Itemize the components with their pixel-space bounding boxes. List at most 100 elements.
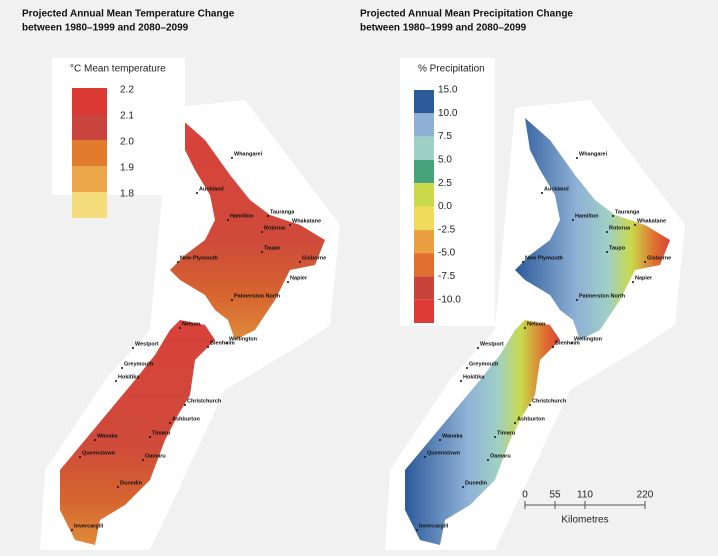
town-dot [571, 342, 573, 344]
town-label: Christchurch [532, 398, 567, 404]
town-dot [487, 459, 489, 461]
town-label: Wellington [229, 336, 258, 342]
town-dot [572, 219, 574, 221]
town-dot [169, 422, 171, 424]
legend-label: 0.0 [438, 201, 452, 212]
town-dot [477, 347, 479, 349]
scale-unit: Kilometres [561, 515, 608, 526]
town-dot [94, 439, 96, 441]
town-label: Westport [480, 341, 504, 347]
town-dot [196, 192, 198, 194]
town-dot [115, 380, 117, 382]
town-dot [552, 346, 554, 348]
legend-swatch [72, 114, 107, 140]
town-dot [576, 157, 578, 159]
town-label: Wellington [574, 336, 603, 342]
town-label: Christchurch [187, 398, 222, 404]
town-dot [634, 224, 636, 226]
town-label: Tauranga [270, 209, 295, 215]
town-dot [261, 251, 263, 253]
town-label: Hamilton [230, 213, 254, 219]
town-label: Blenheim [555, 340, 580, 346]
legend-label: 1.8 [120, 189, 134, 200]
legend-swatch [72, 192, 107, 218]
town-label: Blenheim [210, 340, 235, 346]
town-label: Wanaka [442, 433, 464, 439]
town-dot [514, 422, 516, 424]
legend-swatch [414, 253, 434, 277]
town-label: Oamaru [490, 453, 511, 459]
south-island [60, 320, 215, 545]
map-title: between 1980–1999 and 2080–2099 [22, 23, 189, 34]
legend-label: -2.5 [438, 224, 456, 235]
town-label: Westport [135, 341, 159, 347]
legend-swatch [72, 166, 107, 192]
town-dot [287, 281, 289, 283]
town-label: Rotorua [264, 225, 286, 231]
legend-swatch [414, 136, 434, 160]
town-dot [184, 404, 186, 406]
town-dot [71, 529, 73, 531]
town-label: Taupo [609, 245, 626, 251]
town-dot [289, 224, 291, 226]
legend-label: 15.0 [438, 85, 458, 96]
town-label: Oamaru [145, 453, 166, 459]
legend-swatch [72, 88, 107, 114]
scale-label: 220 [637, 490, 654, 501]
town-label: Invercargill [74, 523, 104, 529]
town-dot [416, 529, 418, 531]
town-label: Greymouth [124, 361, 154, 367]
town-dot [179, 327, 181, 329]
town-label: Wanaka [97, 433, 119, 439]
town-dot [522, 261, 524, 263]
town-label: Invercargill [419, 523, 449, 529]
town-dot [261, 231, 263, 233]
legend-label: 2.5 [438, 178, 452, 189]
town-dot [121, 367, 123, 369]
scale-label: 110 [577, 490, 593, 501]
town-label: Ashburton [517, 416, 545, 422]
town-dot [529, 404, 531, 406]
town-dot [149, 436, 151, 438]
town-dot [424, 456, 426, 458]
town-label: Tauranga [615, 209, 640, 215]
legend-box [52, 58, 185, 195]
town-dot [267, 215, 269, 217]
town-dot [227, 219, 229, 221]
south-island [405, 320, 560, 545]
town-label: Greymouth [469, 361, 499, 367]
north-island [515, 118, 670, 340]
legend-swatch [72, 140, 107, 166]
town-label: Whangarei [234, 151, 263, 157]
town-dot [466, 367, 468, 369]
town-dot [177, 261, 179, 263]
town-label: Whakatane [292, 218, 321, 224]
town-dot [632, 281, 634, 283]
town-dot [494, 436, 496, 438]
town-label: Timaru [152, 430, 170, 436]
town-dot [207, 346, 209, 348]
town-label: Timaru [497, 430, 515, 436]
map-temperature: Projected Annual Mean Temperature Change… [22, 9, 340, 550]
town-label: Dunedin [120, 480, 143, 486]
town-dot [132, 347, 134, 349]
town-label: Rotorua [609, 225, 631, 231]
town-dot [117, 486, 119, 488]
map-title: between 1980–1999 and 2080–2099 [360, 23, 527, 34]
town-label: Auckland [544, 186, 569, 192]
town-dot [231, 157, 233, 159]
legend-swatch [414, 90, 434, 114]
town-label: New Plymouth [525, 255, 564, 261]
town-label: Hokitika [463, 374, 485, 380]
legend-label: 2.0 [120, 137, 134, 148]
legend-swatch [414, 183, 434, 207]
legend-swatch [414, 299, 434, 323]
town-label: Gisborne [302, 255, 326, 261]
map-title: Projected Annual Mean Precipitation Chan… [360, 9, 573, 20]
town-dot [462, 486, 464, 488]
town-label: Napier [635, 275, 653, 281]
legend-label: 2.2 [120, 85, 134, 96]
legend-label: -10.0 [438, 294, 461, 305]
town-dot [644, 261, 646, 263]
